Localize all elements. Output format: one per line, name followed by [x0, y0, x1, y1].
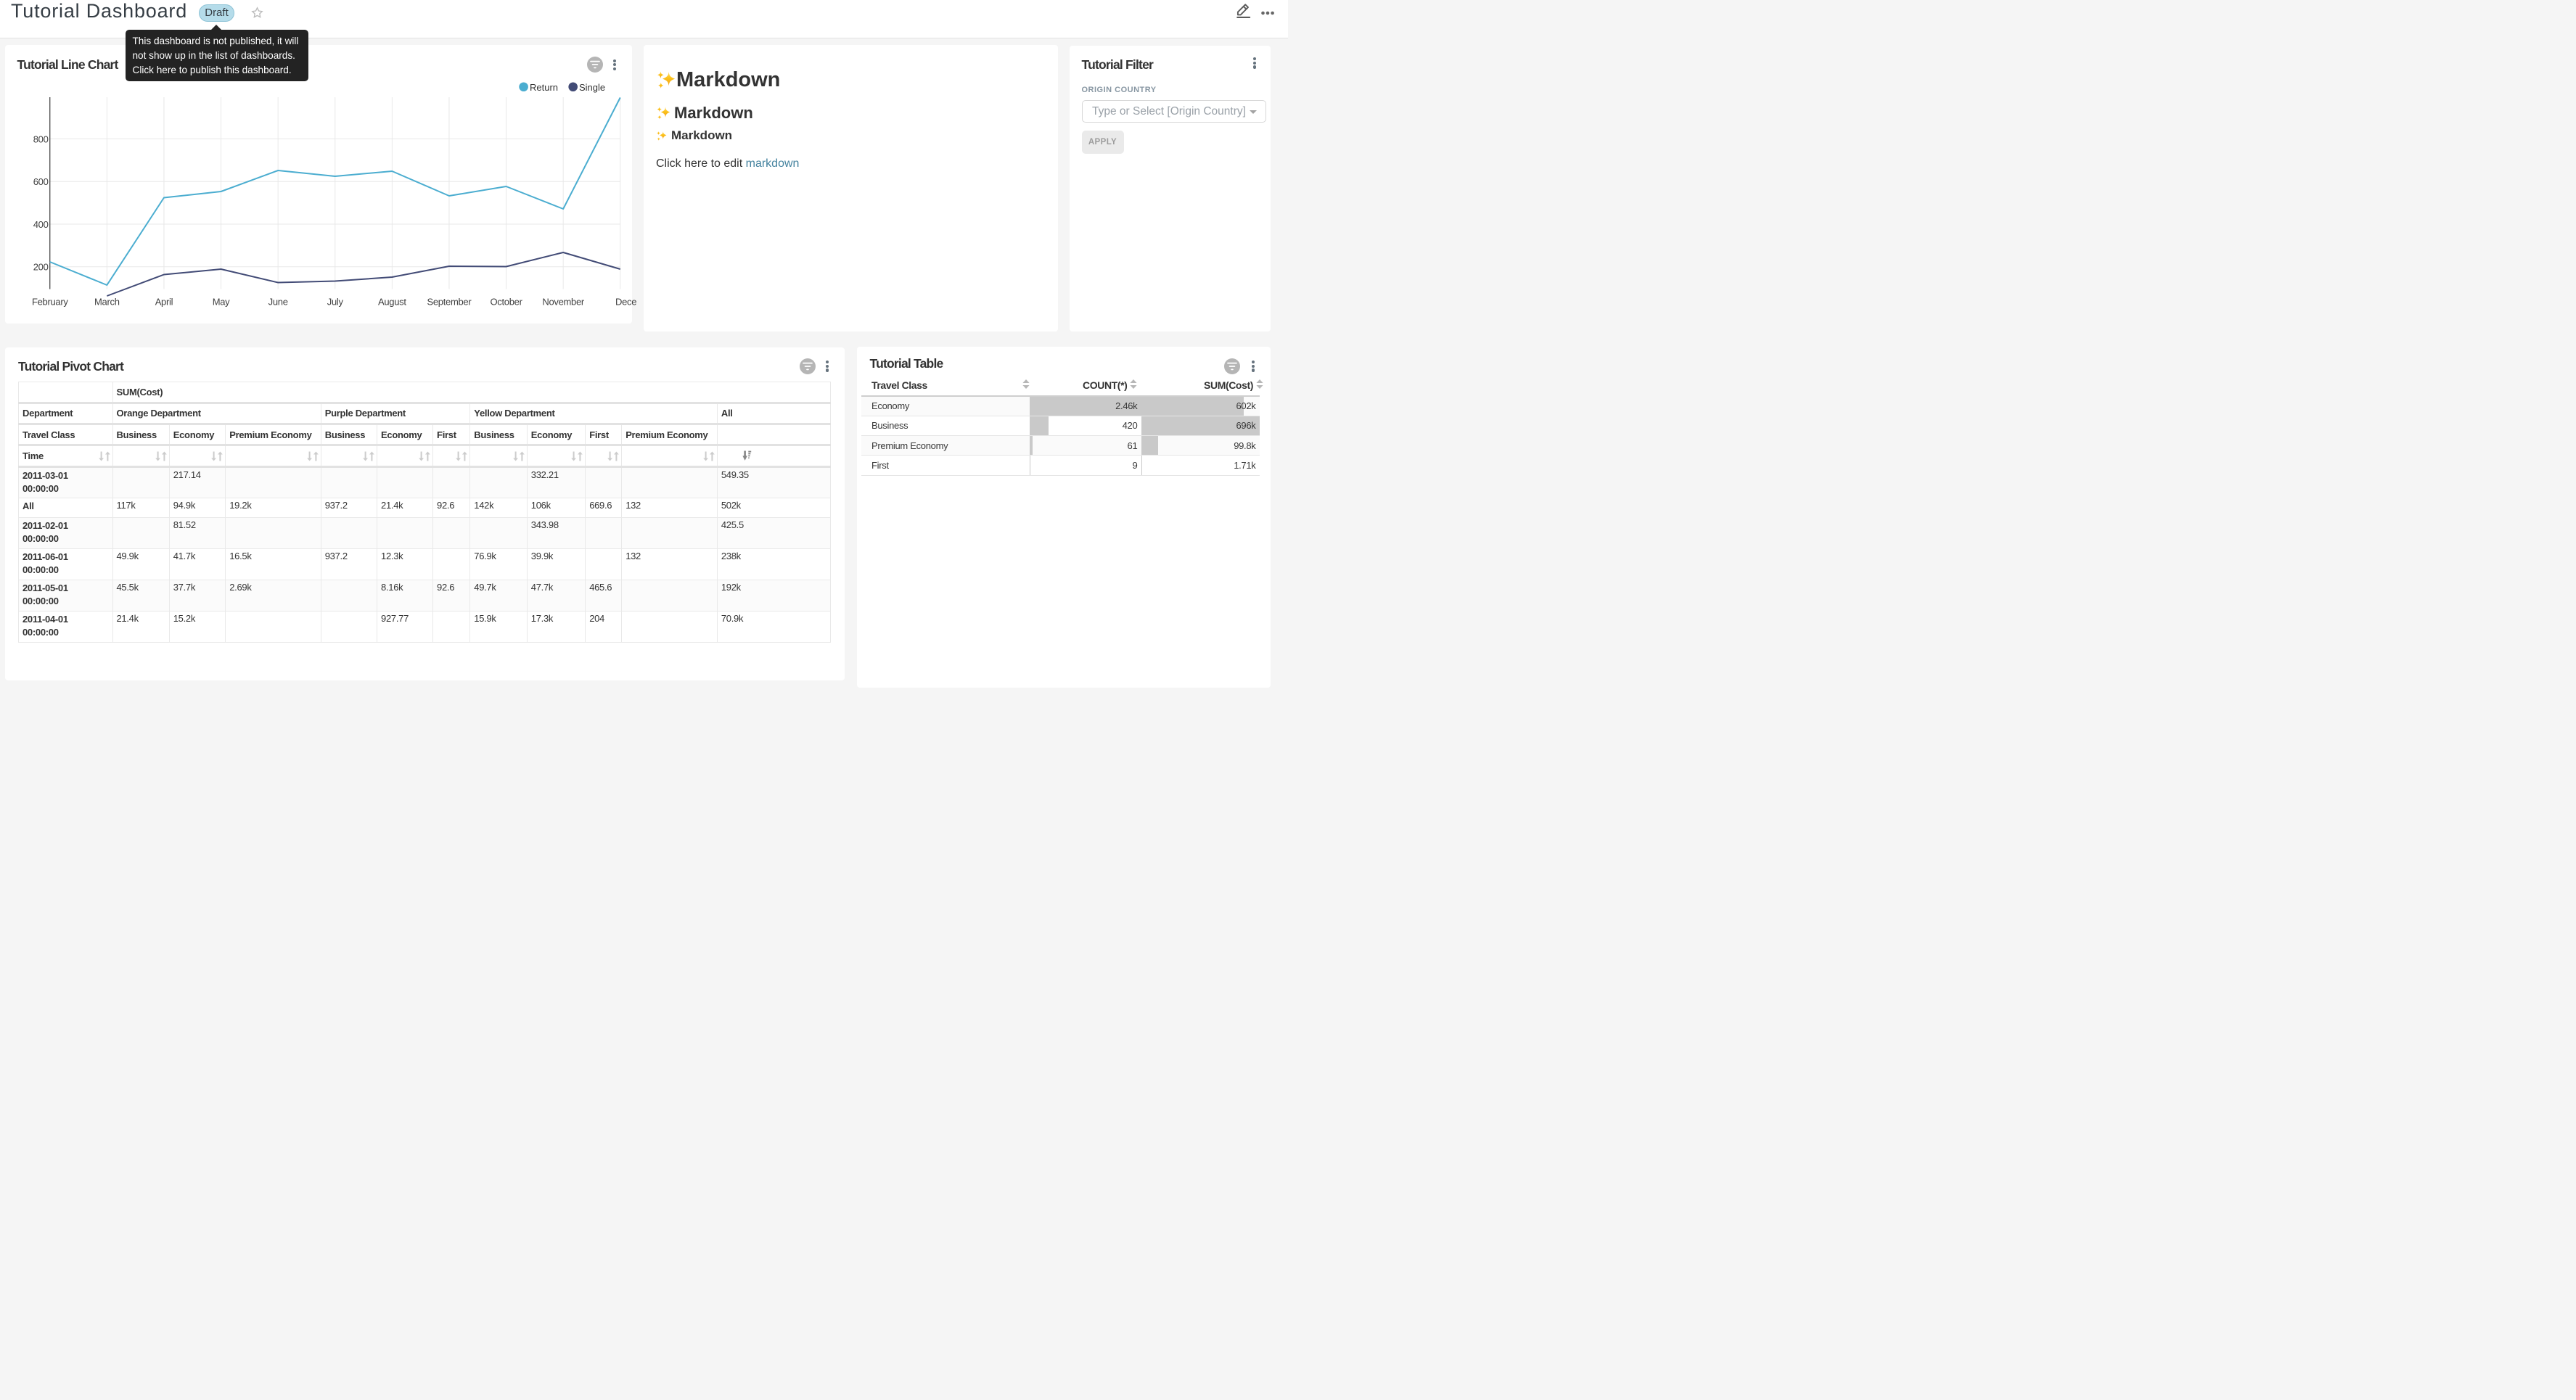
- svg-text:June: June: [268, 297, 288, 308]
- svg-text:October: October: [490, 297, 522, 308]
- svg-text:Return: Return: [530, 82, 558, 93]
- svg-text:Single: Single: [579, 82, 605, 93]
- svg-text:800: 800: [33, 134, 49, 145]
- svg-text:200: 200: [33, 262, 49, 273]
- svg-text:September: September: [427, 297, 472, 308]
- svg-text:Dece: Dece: [615, 297, 636, 308]
- svg-text:April: April: [155, 297, 173, 308]
- svg-text:400: 400: [33, 219, 49, 230]
- svg-text:July: July: [327, 297, 344, 308]
- svg-text:600: 600: [33, 176, 49, 187]
- svg-text:February: February: [32, 297, 68, 308]
- svg-text:March: March: [94, 297, 120, 308]
- svg-text:May: May: [213, 297, 230, 308]
- svg-text:August: August: [378, 297, 406, 308]
- svg-text:November: November: [542, 297, 585, 308]
